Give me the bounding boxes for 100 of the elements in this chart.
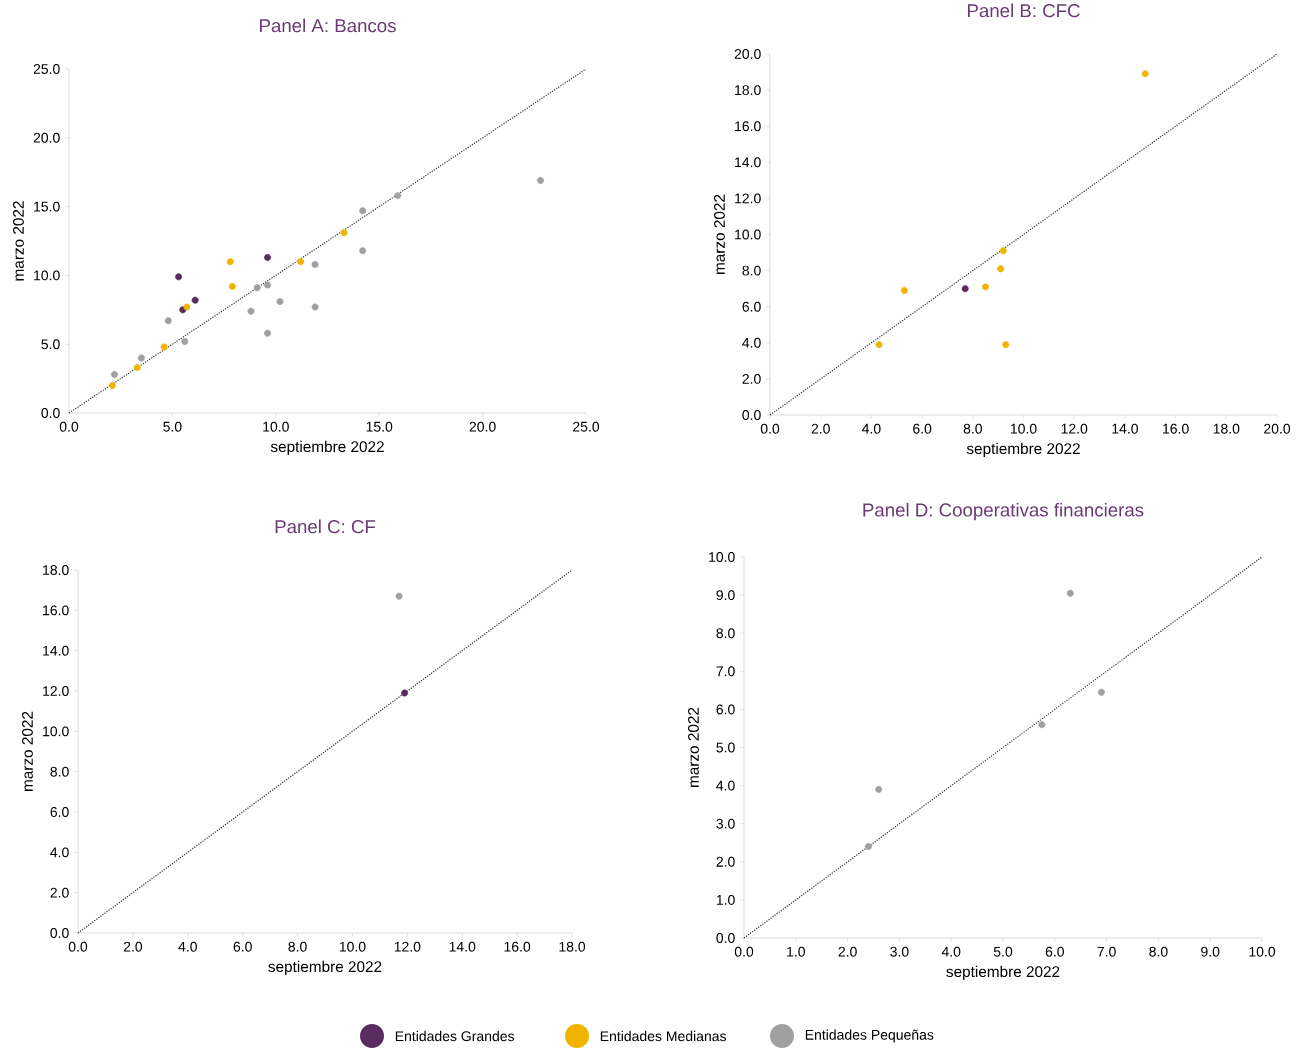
y-tick-label: 5.0 bbox=[716, 742, 735, 753]
point bbox=[982, 283, 989, 291]
point bbox=[253, 284, 261, 292]
point bbox=[1038, 721, 1046, 729]
x-tick-label: 2.0 bbox=[123, 941, 143, 952]
y-tick-label: 16.0 bbox=[43, 605, 69, 616]
x-tick-label: 20.0 bbox=[1264, 423, 1291, 434]
y-tick-label: 0.0 bbox=[742, 410, 761, 420]
point bbox=[875, 785, 883, 793]
point bbox=[311, 260, 319, 268]
point bbox=[264, 254, 271, 261]
y-tick-label: 6.0 bbox=[50, 807, 69, 817]
point bbox=[297, 258, 305, 266]
point bbox=[997, 265, 1005, 273]
x-tick-label: 4.0 bbox=[862, 423, 881, 434]
point bbox=[311, 303, 319, 311]
y-tick-label: 6.0 bbox=[716, 704, 735, 715]
x-tick-label: 20.0 bbox=[469, 421, 496, 432]
y-tick-label: 20.0 bbox=[734, 49, 761, 59]
x-tick-label: 7.0 bbox=[1097, 946, 1116, 957]
legend-label: Entidades Medianas bbox=[600, 1030, 727, 1042]
y-axis-title: marzo 2022 bbox=[13, 201, 24, 281]
x-tick-label: 10.0 bbox=[1249, 946, 1276, 957]
x-tick-label: 12.0 bbox=[394, 941, 421, 952]
point bbox=[359, 207, 367, 215]
legend-label: Entidades Grandes bbox=[395, 1030, 515, 1042]
x-tick-label: 8.0 bbox=[1149, 946, 1168, 957]
point bbox=[133, 364, 141, 372]
x-tick-label: 2.0 bbox=[838, 946, 857, 957]
y-axis-title: marzo 2022 bbox=[22, 711, 33, 791]
x-tick-label: 18.0 bbox=[1213, 423, 1240, 434]
x-tick-label: 16.0 bbox=[1163, 423, 1189, 434]
point bbox=[183, 303, 191, 311]
y-tick-label: 2.0 bbox=[742, 373, 761, 384]
y-axis-title: marzo 2022 bbox=[688, 707, 699, 787]
point bbox=[264, 329, 271, 337]
point bbox=[875, 341, 883, 349]
point bbox=[900, 286, 908, 294]
y-tick-label: 18.0 bbox=[735, 85, 761, 96]
y-tick-label: 0.0 bbox=[50, 928, 69, 938]
point bbox=[111, 371, 118, 378]
y-tick-label: 5.0 bbox=[41, 339, 60, 350]
y-tick-label: 20.0 bbox=[33, 132, 60, 143]
point bbox=[160, 343, 168, 351]
point bbox=[999, 247, 1007, 255]
y-tick-label: 8.0 bbox=[742, 265, 761, 276]
x-tick-label: 5.0 bbox=[163, 421, 182, 432]
point bbox=[340, 229, 348, 237]
point bbox=[864, 843, 872, 851]
chart-title: Panel D: Cooperativas financieras bbox=[863, 502, 1144, 521]
x-tick-label: 16.0 bbox=[504, 941, 531, 952]
x-tick-label: 6.0 bbox=[233, 941, 252, 952]
point bbox=[264, 281, 271, 289]
x-tick-label: 1.0 bbox=[787, 946, 805, 957]
x-tick-label: 14.0 bbox=[449, 941, 476, 952]
point bbox=[175, 273, 183, 281]
x-tick-label: 14.0 bbox=[1112, 423, 1138, 434]
point bbox=[108, 382, 116, 389]
y-tick-label: 8.0 bbox=[50, 766, 69, 777]
x-tick-label: 10.0 bbox=[339, 941, 366, 952]
y-tick-label: 18.0 bbox=[43, 565, 69, 575]
y-tick-label: 10.0 bbox=[43, 726, 69, 737]
x-tick-label: 0.0 bbox=[68, 941, 88, 952]
y-tick-label: 10.0 bbox=[735, 229, 761, 240]
y-tick-label: 0.0 bbox=[716, 933, 735, 943]
y-tick-label: 25.0 bbox=[33, 64, 60, 74]
chart-title: Panel B: CFC bbox=[967, 3, 1080, 18]
point bbox=[247, 307, 255, 315]
point bbox=[394, 192, 402, 200]
y-tick-label: 4.0 bbox=[742, 337, 761, 348]
y-tick-label: 8.0 bbox=[716, 628, 735, 639]
x-tick-label: 25.0 bbox=[573, 421, 600, 432]
y-tick-label: 15.0 bbox=[34, 201, 60, 212]
y-tick-label: 4.0 bbox=[50, 847, 69, 858]
y-tick-label: 6.0 bbox=[742, 301, 761, 312]
point bbox=[191, 296, 199, 304]
y-tick-label: 12.0 bbox=[735, 193, 761, 204]
y-tick-label: 14.0 bbox=[43, 645, 69, 656]
point bbox=[181, 337, 189, 345]
x-tick-label: 2.0 bbox=[811, 423, 830, 434]
point bbox=[961, 285, 969, 293]
x-tick-label: 3.0 bbox=[890, 946, 909, 957]
x-axis-title: septiembre 2022 bbox=[946, 965, 1060, 981]
y-tick-label: 4.0 bbox=[716, 780, 735, 791]
x-tick-label: 15.0 bbox=[366, 421, 393, 432]
y-tick-label: 10.0 bbox=[34, 270, 60, 281]
x-axis-title: septiembre 2022 bbox=[966, 442, 1080, 458]
point bbox=[359, 247, 367, 255]
x-tick-label: 6.0 bbox=[913, 423, 932, 434]
x-tick-label: 6.0 bbox=[1045, 946, 1064, 957]
x-axis-title: septiembre 2022 bbox=[270, 440, 384, 456]
y-tick-label: 1.0 bbox=[716, 894, 735, 905]
y-tick-label: 9.0 bbox=[716, 590, 735, 601]
y-tick-label: 3.0 bbox=[716, 818, 735, 829]
y-tick-label: 12.0 bbox=[43, 686, 69, 696]
y-tick-label: 10.0 bbox=[709, 552, 735, 562]
point bbox=[228, 282, 236, 290]
x-axis-title: septiembre 2022 bbox=[268, 960, 382, 976]
y-tick-label: 16.0 bbox=[735, 121, 761, 132]
x-tick-label: 18.0 bbox=[559, 941, 586, 952]
